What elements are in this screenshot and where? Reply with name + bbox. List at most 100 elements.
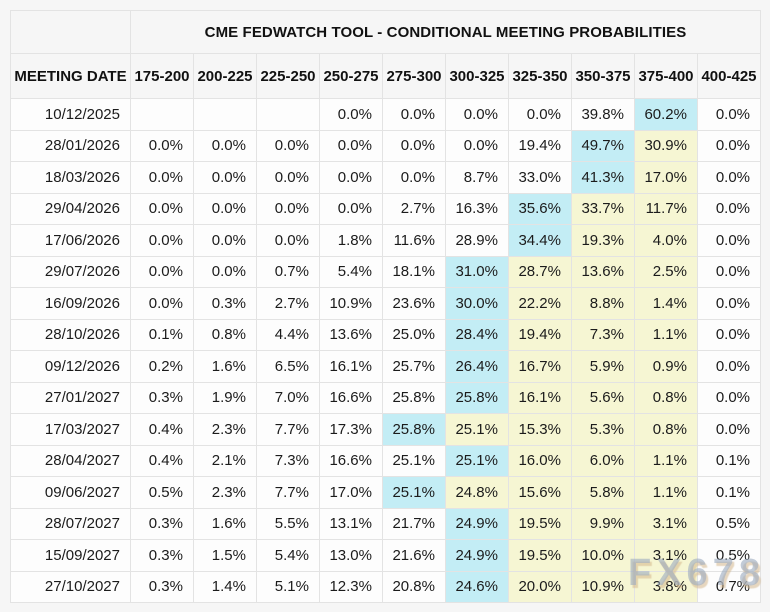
probability-cell: 21.6% [382,539,446,572]
probability-cell: 25.8% [382,413,446,446]
probability-cell: 0.5% [696,539,762,572]
probability-cell: 0.0% [130,224,194,257]
probability-cell: 19.3% [571,224,635,257]
probability-cell: 10.9% [571,570,635,603]
probability-cell: 5.4% [256,539,320,572]
probability-cell: 5.8% [571,476,635,509]
probability-cell: 13.0% [319,539,383,572]
table-row: 18/03/2026 0.0% 0.0% 0.0% 0.0% 0.0% 8.7% 33.0% 4… [10,161,762,194]
table-row: 29/04/2026 0.0% 0.0% 0.0% 0.0% 2.7% 16.3% 35.6%… [10,192,762,225]
probability-cell: 2.1% [193,444,257,477]
rate-column-header: 375-400 [634,53,698,99]
meeting-date-cell: 17/03/2027 [10,413,131,446]
probability-cell: 0.0% [193,192,257,225]
probability-cell: 24.8% [445,476,509,509]
probability-cell: 2.3% [193,476,257,509]
probability-cell: 0.0% [508,98,572,131]
probability-cell: 10.0% [571,539,635,572]
meeting-date-cell: 09/12/2026 [10,350,131,383]
probability-cell: 0.0% [445,129,509,162]
probability-cell: 3.8% [634,570,698,603]
probability-cell: 0.1% [696,444,762,477]
probability-cell: 0.0% [256,129,320,162]
probability-cell: 1.4% [193,570,257,603]
title-row: CME FEDWATCH TOOL - CONDITIONAL MEETING … [10,10,762,54]
table-title: CME FEDWATCH TOOL - CONDITIONAL MEETING … [129,10,762,54]
meeting-date-cell: 15/09/2027 [10,539,131,572]
meeting-date-cell: 27/01/2027 [10,381,131,414]
probability-cell: 15.3% [508,413,572,446]
probability-cell: 0.7% [696,570,762,603]
probability-cell: 28.7% [508,255,572,288]
probability-cell: 0.0% [193,255,257,288]
meeting-date-header: MEETING DATE [10,53,131,99]
probability-cell: 0.0% [193,224,257,257]
probability-cell: 5.4% [319,255,383,288]
probability-cell: 16.3% [445,192,509,225]
probability-cell: 0.1% [696,476,762,509]
probability-cell: 0.0% [696,381,762,414]
probability-cell: 2.7% [256,287,320,320]
probability-cell: 0.4% [130,413,194,446]
probability-cell: 0.0% [256,161,320,194]
probability-cell: 16.1% [508,381,572,414]
probability-cell: 16.6% [319,444,383,477]
probability-cell: 0.4% [130,444,194,477]
probability-cell: 7.3% [571,318,635,351]
probability-cell: 0.0% [696,129,762,162]
probability-cell: 17.0% [634,161,698,194]
probability-cell: 3.1% [634,539,698,572]
probability-cell: 6.5% [256,350,320,383]
probability-cell: 30.0% [445,287,509,320]
probability-cell: 0.0% [696,224,762,257]
probability-cell: 49.7% [571,129,635,162]
probability-cell: 0.0% [319,129,383,162]
probability-cell: 0.0% [319,161,383,194]
probability-cell: 2.3% [193,413,257,446]
probability-cell: 11.7% [634,192,698,225]
rate-column-header: 225-250 [256,53,320,99]
probability-cell: 0.0% [382,98,446,131]
probability-cell: 24.6% [445,570,509,603]
meeting-date-cell: 27/10/2027 [10,570,131,603]
probability-cell: 25.1% [445,413,509,446]
probability-cell: 13.6% [319,318,383,351]
probability-cell: 25.1% [445,444,509,477]
rate-column-header: 175-200 [130,53,194,99]
probability-cell: 13.6% [571,255,635,288]
meeting-date-cell: 28/07/2027 [10,507,131,540]
table-row: 27/10/2027 0.3% 1.4% 5.1% 12.3% 20.8% 24.6% 20.… [10,570,762,603]
probability-cell: 8.7% [445,161,509,194]
probability-cell: 0.0% [696,413,762,446]
probability-cell: 5.6% [571,381,635,414]
probability-cell: 9.9% [571,507,635,540]
probability-cell: 0.0% [382,161,446,194]
probability-cell: 28.4% [445,318,509,351]
probability-cell: 5.3% [571,413,635,446]
probability-cell: 18.1% [382,255,446,288]
probability-cell: 0.0% [193,129,257,162]
meeting-date-cell: 28/04/2027 [10,444,131,477]
probability-cell: 25.0% [382,318,446,351]
probability-cell: 0.0% [319,192,383,225]
probability-cell: 0.0% [382,129,446,162]
probability-cell: 33.0% [508,161,572,194]
corner-cell [10,10,131,54]
probability-cell: 20.8% [382,570,446,603]
probability-cell: 5.5% [256,507,320,540]
probability-cell: 7.3% [256,444,320,477]
table-row: 09/06/2027 0.5% 2.3% 7.7% 17.0% 25.1% 24.8% 15.… [10,476,762,509]
probability-cell: 16.1% [319,350,383,383]
meeting-date-cell: 10/12/2025 [10,98,131,131]
probability-cell: 19.5% [508,539,572,572]
probability-cell: 33.7% [571,192,635,225]
probability-cell: 0.0% [696,98,762,131]
table-row: 17/03/2027 0.4% 2.3% 7.7% 17.3% 25.8% 25.1% 15.… [10,413,762,446]
table-body: 10/12/2025 0.0% 0.0% 0.0% 0.0% 39.8% 60.2% 0.0%… [10,98,762,603]
probability-cell: 15.6% [508,476,572,509]
probability-cell: 1.5% [193,539,257,572]
probability-cell: 0.0% [130,129,194,162]
probability-cell: 25.8% [445,381,509,414]
rate-column-header: 300-325 [445,53,509,99]
